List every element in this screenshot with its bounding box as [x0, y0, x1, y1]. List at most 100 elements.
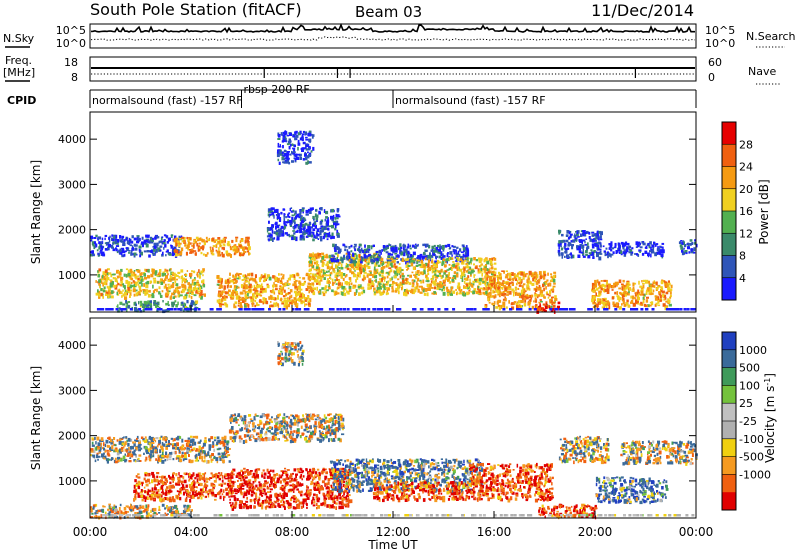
velocity-cell-r0	[150, 450, 153, 453]
power-cell-r4	[247, 273, 250, 276]
power-cell-r4	[262, 276, 264, 278]
power-cell-r13	[656, 282, 658, 286]
power-cell-r4	[227, 285, 229, 288]
power-cell-r10	[543, 288, 545, 292]
power-cell-r4	[304, 304, 305, 307]
power-cell-r7	[341, 275, 343, 279]
power-cell-r3	[212, 253, 215, 255]
power-cell-r5	[318, 211, 321, 214]
power-cell-r0	[153, 253, 155, 257]
power-cell-r1	[104, 276, 106, 279]
velocity-cell-r0	[101, 443, 103, 446]
power-cell-r1	[114, 277, 116, 279]
power-cell-r12	[566, 254, 569, 258]
power-cell-r12	[573, 255, 575, 259]
power-cell-r0	[147, 235, 150, 237]
power-cell-r7	[313, 269, 316, 271]
power-cell-r9	[469, 267, 471, 269]
power-cell-r4	[260, 277, 262, 280]
power-cell-r0	[111, 246, 113, 249]
power-cell-r13	[667, 286, 670, 290]
power-cell-r4	[294, 286, 297, 289]
power-cell-r11	[535, 304, 537, 306]
power-cell-r10	[503, 291, 505, 293]
power-cell-r0	[115, 240, 117, 244]
power-cell-r0	[121, 241, 124, 243]
power-cell-r10	[508, 288, 511, 290]
power-cell-r1	[173, 296, 176, 299]
power-cell-r9	[482, 292, 485, 295]
power-cell-r2	[126, 302, 128, 304]
power-cell-r5	[309, 211, 312, 214]
power-cell-r5	[291, 207, 293, 209]
power-cell-r12	[600, 235, 602, 239]
power-cell-r0	[154, 237, 157, 240]
power-cell-r4	[266, 301, 269, 304]
power-cell-r12	[563, 240, 566, 243]
power-cell-r0	[116, 249, 118, 252]
power-cell-r9	[449, 281, 451, 284]
power-cell-r1	[177, 291, 180, 294]
power-cell-r14	[608, 243, 611, 245]
power-cell-r3	[183, 240, 185, 243]
power-cell-r0	[101, 247, 103, 250]
power-cell-r8	[373, 245, 375, 247]
power-cell-r7	[314, 254, 317, 257]
power-cell-r7	[325, 256, 328, 258]
power-cell-r5	[297, 230, 299, 233]
power-cell-r9	[441, 263, 443, 266]
power-cell-r2	[195, 301, 198, 304]
power-cell-r0	[138, 236, 140, 240]
power-cell-r0	[100, 246, 102, 248]
power-cell-r2	[117, 304, 118, 308]
power-cell-r13	[605, 289, 607, 292]
power-colorbar-swatch-2	[722, 167, 736, 190]
power-ground-cell	[116, 308, 119, 311]
power-cell-r6	[307, 160, 309, 164]
power-cell-r3	[235, 239, 237, 242]
power-cell-r8	[334, 256, 335, 258]
power-cell-r1	[107, 294, 110, 298]
power-cell-r10	[506, 294, 509, 296]
power-cell-r7	[316, 272, 318, 274]
power-cell-r13	[598, 281, 600, 284]
power-cell-r9	[398, 271, 401, 273]
power-cell-r7	[329, 284, 330, 287]
power-cell-r9	[427, 272, 429, 275]
power-cell-r12	[570, 252, 572, 255]
velocity-cell-r0	[123, 456, 126, 460]
power-cell-r13	[612, 289, 614, 291]
power-cell-r10	[511, 303, 513, 305]
power-cell-r1	[172, 274, 174, 276]
power-cell-r0	[159, 250, 161, 252]
power-cell-r7	[314, 262, 316, 265]
power-cell-r6	[294, 131, 295, 133]
power-ground-cell	[385, 308, 388, 311]
velocity-cell-r0	[175, 447, 177, 450]
power-cell-r10	[538, 279, 540, 282]
power-cell-r9	[412, 272, 414, 274]
power-cell-r14	[662, 243, 665, 245]
power-cell-r15	[691, 242, 693, 245]
power-cell-r12	[561, 248, 563, 251]
power-cell-r8	[354, 244, 357, 246]
power-cell-r12	[581, 252, 584, 254]
power-cell-r4	[227, 279, 229, 283]
power-cell-r13	[619, 280, 622, 284]
power-cell-r13	[663, 303, 666, 307]
power-cell-r5	[272, 224, 274, 227]
power-cell-r3	[248, 252, 250, 256]
power-cell-r0	[160, 240, 163, 243]
power-cell-r10	[489, 302, 491, 304]
power-ground-cell	[332, 308, 335, 311]
power-cell-r1	[152, 293, 154, 297]
power-cell-r1	[199, 275, 201, 279]
velocity-cell-r0	[123, 436, 124, 438]
power-cell-r9	[434, 274, 436, 276]
power-cell-r7	[353, 274, 356, 277]
power-cell-r0	[144, 250, 147, 252]
power-ground-cell	[373, 308, 376, 311]
power-cell-r4	[299, 277, 301, 279]
power-cell-r15	[693, 252, 696, 254]
